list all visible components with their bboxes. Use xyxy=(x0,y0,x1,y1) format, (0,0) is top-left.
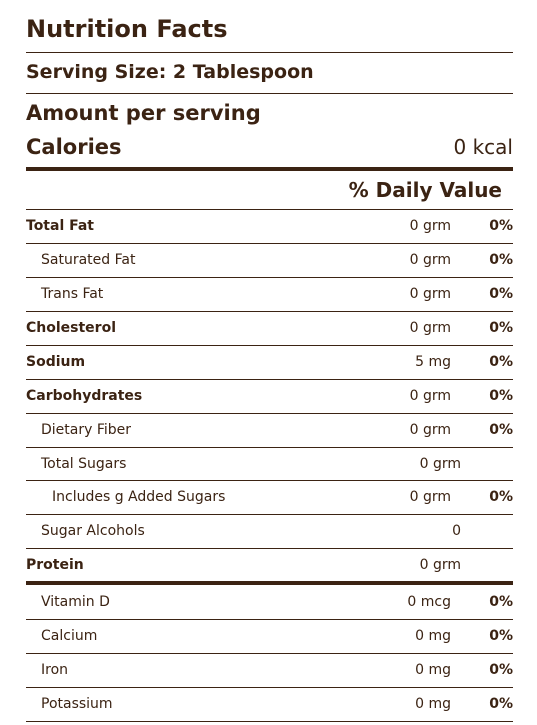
nutrition-title: Nutrition Facts xyxy=(26,15,228,43)
nutrient-label: Sugar Alcohols xyxy=(41,523,145,539)
divider xyxy=(26,514,513,515)
nutrient-row-trans-fat: Trans Fat 0 grm 0% xyxy=(26,277,513,311)
divider xyxy=(26,209,513,210)
divider xyxy=(26,447,513,448)
vitamin-daily-value: 0% xyxy=(489,696,513,712)
nutrient-label: Protein xyxy=(26,557,84,573)
nutrient-label: Trans Fat xyxy=(41,286,104,302)
nutrient-amount: 0 grm xyxy=(409,422,451,438)
vitamin-label: Vitamin D xyxy=(41,594,110,610)
nutrient-amount: 0 grm xyxy=(419,557,461,573)
nutrient-label: Includes g Added Sugars xyxy=(52,489,226,505)
nutrient-label: Saturated Fat xyxy=(41,252,136,268)
divider xyxy=(26,619,513,620)
vitamin-amount: 0 mg xyxy=(415,696,451,712)
nutrient-daily-value: 0% xyxy=(489,252,513,268)
nutrient-row-total-sugars: Total Sugars 0 grm xyxy=(26,447,513,481)
vitamin-daily-value: 0% xyxy=(489,628,513,644)
divider xyxy=(26,721,513,722)
vitamin-amount: 0 mg xyxy=(415,662,451,678)
vitamin-row-potassium: Potassium 0 mg 0% xyxy=(26,687,513,721)
vitamin-daily-value: 0% xyxy=(489,662,513,678)
vitamin-daily-value: 0% xyxy=(489,594,513,610)
nutrient-row-cholesterol: Cholesterol 0 grm 0% xyxy=(26,311,513,345)
nutrient-row-total-fat: Total Fat 0 grm 0% xyxy=(26,209,513,243)
nutrient-row-dietary-fiber: Dietary Fiber 0 grm 0% xyxy=(26,413,513,447)
nutrient-row-protein: Protein 0 grm xyxy=(26,548,513,582)
divider xyxy=(26,345,513,346)
serving-size: Serving Size: 2 Tablespoon xyxy=(26,61,314,83)
vitamin-label: Potassium xyxy=(41,696,113,712)
vitamin-amount: 0 mcg xyxy=(407,594,451,610)
nutrient-amount: 5 mg xyxy=(415,354,451,370)
thick-divider xyxy=(26,167,513,171)
nutrient-row-sugar-alcohols: Sugar Alcohols 0 xyxy=(26,514,513,548)
nutrient-daily-value: 0% xyxy=(489,422,513,438)
calories-value: 0 kcal xyxy=(453,135,513,159)
nutrient-daily-value: 0% xyxy=(489,320,513,336)
divider xyxy=(26,311,513,312)
nutrient-label: Dietary Fiber xyxy=(41,422,132,438)
nutrient-amount: 0 grm xyxy=(409,218,451,234)
calories-label: Calories xyxy=(26,135,122,159)
nutrient-daily-value: 0% xyxy=(489,388,513,404)
vitamin-row-calcium: Calcium 0 mg 0% xyxy=(26,619,513,653)
amount-per-serving: Amount per serving xyxy=(26,101,261,125)
nutrient-amount: 0 grm xyxy=(419,456,461,472)
nutrient-daily-value: 0% xyxy=(489,286,513,302)
divider xyxy=(26,687,513,688)
divider xyxy=(26,277,513,278)
divider xyxy=(26,548,513,549)
nutrient-label: Total Sugars xyxy=(41,456,127,472)
nutrient-amount: 0 grm xyxy=(409,286,451,302)
vitamin-row-iron: Iron 0 mg 0% xyxy=(26,653,513,687)
nutrient-amount: 0 xyxy=(452,523,461,539)
nutrient-row-saturated-fat: Saturated Fat 0 grm 0% xyxy=(26,243,513,277)
divider xyxy=(26,480,513,481)
nutrient-label: Carbohydrates xyxy=(26,388,143,404)
divider xyxy=(26,243,513,244)
nutrient-label: Total Fat xyxy=(26,218,95,234)
vitamin-label: Iron xyxy=(41,662,69,678)
nutrient-amount: 0 grm xyxy=(409,252,451,268)
daily-value-header: % Daily Value xyxy=(348,178,502,202)
divider xyxy=(26,93,513,94)
divider xyxy=(26,653,513,654)
nutrient-row-carbohydrates: Carbohydrates 0 grm 0% xyxy=(26,379,513,413)
divider xyxy=(26,52,513,53)
nutrient-amount: 0 grm xyxy=(409,388,451,404)
nutrient-label: Sodium xyxy=(26,354,86,370)
nutrient-amount: 0 grm xyxy=(409,320,451,336)
vitamin-amount: 0 mg xyxy=(415,628,451,644)
thick-divider xyxy=(26,581,513,585)
nutrient-row-added-sugars: Includes g Added Sugars 0 grm 0% xyxy=(26,480,513,514)
nutrient-daily-value: 0% xyxy=(489,218,513,234)
nutrient-label: Cholesterol xyxy=(26,320,116,336)
vitamin-row-vitamin-d: Vitamin D 0 mcg 0% xyxy=(26,585,513,619)
nutrient-row-sodium: Sodium 5 mg 0% xyxy=(26,345,513,379)
divider xyxy=(26,379,513,380)
nutrient-amount: 0 grm xyxy=(409,489,451,505)
divider xyxy=(26,413,513,414)
nutrient-daily-value: 0% xyxy=(489,354,513,370)
vitamin-label: Calcium xyxy=(41,628,98,644)
nutrient-daily-value: 0% xyxy=(489,489,513,505)
